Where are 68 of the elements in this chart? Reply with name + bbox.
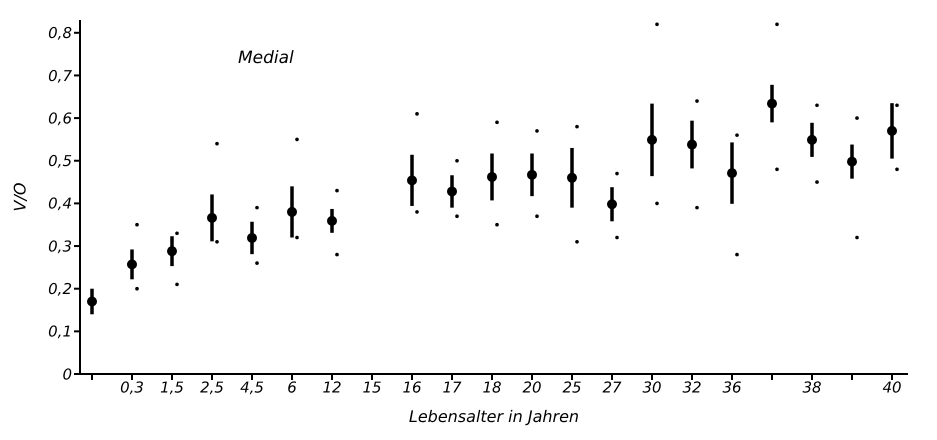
x-tick-label: 38 [802,378,822,397]
point [135,286,139,290]
y-tick-label: 0,4 [48,194,72,213]
point [295,138,299,142]
point [775,22,779,26]
y-tick-label: 0,2 [48,280,72,298]
point [535,129,539,133]
y-tick-label: 0,1 [48,322,72,341]
x-tick-label: 30 [642,378,662,397]
x-tick-label: 18 [482,378,502,397]
point [255,261,259,265]
point [215,240,219,244]
y-axis-title: V/O [10,182,30,212]
annotation: Medial [238,48,294,68]
point [655,22,659,26]
x-tick-label: 6 [287,378,297,397]
x-tick-label: 0,3 [120,378,144,397]
x-tick-label: 25 [562,378,582,397]
x-axis-title: Lebensalter in Jahren [408,407,580,426]
point [815,180,819,184]
point [175,231,179,236]
point [335,188,339,192]
x-tick-label: 17 [442,378,462,397]
point [575,240,579,244]
y-tick-label: 0 [62,365,72,384]
point [735,252,739,256]
point [895,167,899,172]
x-tick-label: 12 [322,378,342,397]
point [175,282,179,286]
y-tick-label: 0,3 [48,237,72,256]
point [655,202,659,206]
x-tick-label: 32 [682,378,702,397]
point [895,104,899,108]
point [695,99,699,103]
point [615,236,619,240]
point [575,124,579,128]
point [255,206,259,210]
y-tick-label: 0,7 [48,66,72,85]
x-tick-label: 4,5 [240,378,264,397]
point [415,112,419,116]
point [455,158,459,163]
x-tick-label: 36 [722,378,742,397]
point [495,120,499,124]
x-tick-label: 1,5 [160,378,184,397]
x-tick-label: 15 [362,378,382,397]
point [135,222,139,227]
point [815,104,819,108]
x-tick-label: 20 [522,378,542,397]
x-tick-label: 16 [402,378,422,397]
point [855,116,859,120]
point [215,142,219,146]
x-tick-label: 2,5 [200,378,224,397]
y-tick-label: 0,8 [48,24,72,42]
y-tick-label: 0,6 [48,109,72,128]
point [295,236,299,240]
point [415,210,419,214]
point [495,222,499,227]
point [695,206,699,210]
point [855,236,859,240]
point [775,167,779,172]
point [335,252,339,256]
y-tick-label: 0,5 [48,152,72,170]
x-tick-label: 40 [882,378,902,397]
point [615,172,619,176]
point [455,214,459,218]
x-tick-label: 27 [602,378,622,397]
point [535,214,539,218]
point [735,133,739,137]
